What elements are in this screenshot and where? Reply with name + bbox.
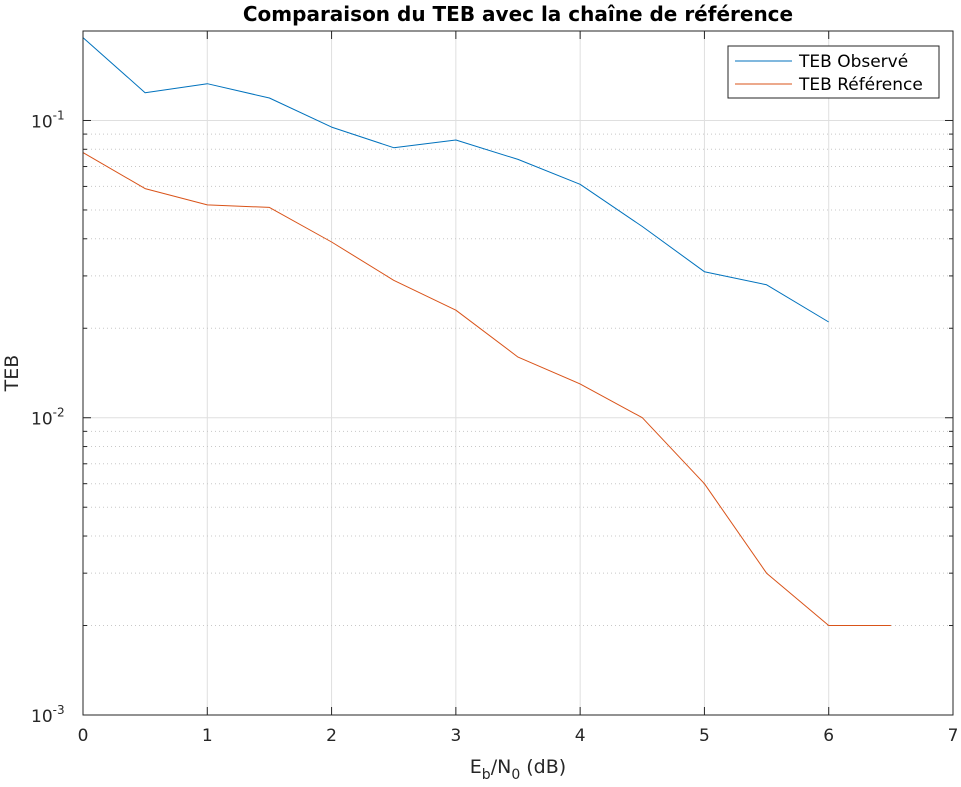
x-tick-label: 5 [699, 726, 710, 746]
ticks: 0 1 2 3 4 5 6 7 10-1 10-2 10-3 [31, 30, 959, 746]
y-tick-label: 10-2 [31, 406, 65, 430]
plot-background [83, 31, 953, 715]
y-axis-label: TEB [1, 355, 23, 393]
x-tick-label: 0 [78, 726, 89, 746]
legend: TEB Observé TEB Référence [727, 45, 940, 99]
chart-title: Comparaison du TEB avec la chaîne de réf… [243, 2, 793, 26]
plot-frame [82, 30, 954, 716]
x-tick-label: 2 [326, 726, 337, 746]
x-tick-label: 4 [575, 726, 586, 746]
legend-label-reference: TEB Référence [798, 75, 923, 95]
series-line-0 [82, 37, 829, 323]
series-lines [82, 37, 891, 626]
x-tick-label: 3 [450, 726, 461, 746]
x-axis-label: Eb/N0 (dB) [470, 756, 566, 783]
x-tick-label: 6 [823, 726, 834, 746]
x-tick-label: 7 [948, 726, 959, 746]
series-line-1 [82, 152, 891, 626]
y-tick-label: 10-3 [31, 703, 65, 727]
legend-label-observe: TEB Observé [798, 52, 908, 72]
legend-box [727, 45, 940, 99]
y-tick-label: 10-1 [31, 108, 65, 132]
x-tick-label: 1 [202, 726, 213, 746]
